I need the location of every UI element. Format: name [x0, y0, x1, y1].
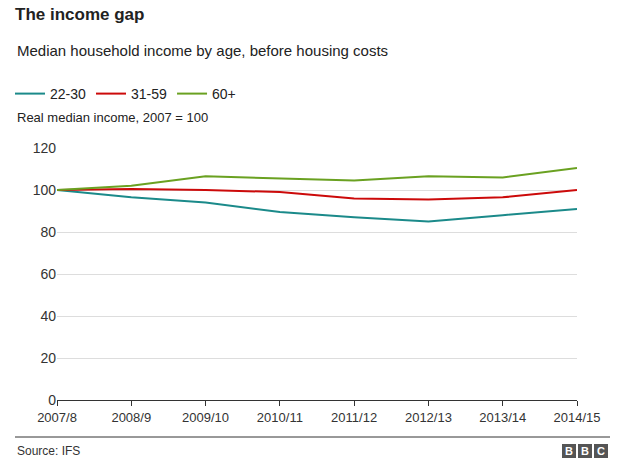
- svg-text:2012/13: 2012/13: [405, 410, 452, 425]
- svg-text:2009/10: 2009/10: [182, 410, 229, 425]
- svg-text:31-59: 31-59: [131, 86, 167, 102]
- svg-text:2008/9: 2008/9: [111, 410, 151, 425]
- svg-text:100: 100: [33, 182, 57, 198]
- svg-text:B: B: [565, 445, 573, 457]
- svg-text:Source: IFS: Source: IFS: [17, 444, 80, 458]
- svg-text:2011/12: 2011/12: [331, 410, 377, 425]
- svg-text:60+: 60+: [212, 86, 236, 102]
- svg-text:Real median income, 2007 = 100: Real median income, 2007 = 100: [17, 110, 208, 125]
- svg-text:2013/14: 2013/14: [479, 410, 526, 425]
- svg-text:22-30: 22-30: [50, 86, 86, 102]
- svg-text:2014/15: 2014/15: [554, 410, 601, 425]
- svg-text:20: 20: [40, 350, 56, 366]
- svg-text:40: 40: [40, 308, 56, 324]
- svg-text:C: C: [597, 445, 605, 457]
- svg-text:The income gap: The income gap: [15, 5, 144, 24]
- svg-text:B: B: [581, 445, 589, 457]
- svg-text:Median household income by age: Median household income by age, before h…: [17, 42, 388, 59]
- svg-text:2007/8: 2007/8: [37, 410, 77, 425]
- svg-text:2010/11: 2010/11: [257, 410, 303, 425]
- svg-text:0: 0: [48, 392, 56, 408]
- svg-text:80: 80: [40, 224, 56, 240]
- svg-text:60: 60: [40, 266, 56, 282]
- svg-text:120: 120: [33, 140, 57, 156]
